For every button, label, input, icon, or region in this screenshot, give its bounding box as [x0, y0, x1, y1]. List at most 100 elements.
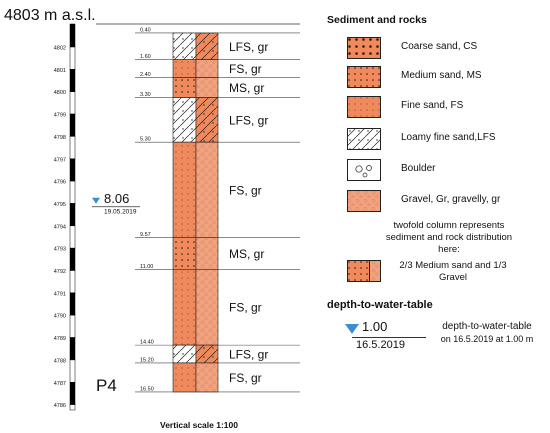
depth-label: 9.57 [140, 232, 151, 238]
elevation-tick-label: 4790 [54, 314, 66, 320]
elevation-tick-label: 4791 [54, 291, 66, 297]
layer-block-main [172, 59, 197, 78]
layer-block-main [172, 77, 197, 98]
sediment-column [135, 32, 300, 393]
scale-segment [69, 113, 76, 137]
scale-segment [69, 292, 76, 316]
boulder-swatch [347, 159, 381, 181]
elevation-tick-label: 4794 [54, 224, 66, 230]
water-table-triangle-icon [345, 324, 359, 334]
layer-block-main [172, 141, 197, 238]
scale-segment [69, 270, 76, 294]
layer-labels: LFS, gr FS, gr MS, gr LFS, gr FS, gr MS, gr FS… [229, 40, 268, 385]
depth-label: 15.20 [140, 357, 154, 363]
layer-label: FS, gr [229, 371, 262, 385]
elevation-scale-bar [69, 23, 76, 411]
elevation-tick-label: 4789 [54, 336, 66, 342]
elevation-tick-labels: 4802 4801 4800 4799 4798 4797 4796 4795 4794 4793… [54, 46, 66, 410]
elevation-tick-label: 4795 [54, 202, 66, 208]
loamy-fine-sand-swatch [347, 128, 381, 150]
layer-block-secondary [195, 59, 219, 78]
layer-label: LFS, gr [229, 348, 268, 362]
legend-label: Medium sand, MS [401, 70, 482, 81]
water-legend-sample: 1.00 16.5.2019 [344, 319, 434, 359]
depth-label: 3.30 [140, 92, 151, 98]
legend-label: Boulder [401, 163, 436, 174]
elevation-tick-label: 4793 [54, 247, 66, 253]
layer-label: MS, gr [229, 81, 264, 95]
scale-segment [69, 46, 76, 70]
water-legend-title: depth-to-water-table [327, 299, 433, 311]
elevation-tick-label: 4787 [54, 381, 66, 387]
scale-segment [69, 382, 76, 405]
layer-label: LFS, gr [229, 40, 268, 54]
water-table-date: 19.05.2019 [104, 209, 137, 216]
layer-block-secondary [195, 97, 219, 143]
fine-sand-swatch [347, 96, 381, 118]
depth-label: 16.50 [140, 386, 154, 392]
legend-note-example: 2/3 Medium sand and 1/3 Gravel [399, 260, 507, 283]
scale-segment [69, 136, 76, 159]
water-table-depth: 8.06 [104, 191, 129, 206]
gravel-swatch [347, 190, 381, 212]
depth-labels: 0.40 1.60 2.40 3.30 5.30 9.57 11.00 14.40 15.20 1… [140, 27, 154, 392]
depth-label: 2.40 [140, 72, 151, 78]
legend-panel: Sediment and rocks Coarse sand, CS Mediu… [322, 8, 548, 428]
legend-label: Fine sand, FS [401, 100, 464, 111]
water-legend-description: depth-to-water-table on 16.5.2019 at 1.0… [427, 320, 547, 346]
elevation-label: 4803 m a.s.l. [4, 7, 96, 24]
medium-sand-swatch [347, 66, 381, 88]
water-legend-desc-line2: on 16.5.2019 at 1.00 m [440, 334, 534, 344]
layer-label: FS, gr [229, 301, 262, 315]
scale-segment [69, 91, 76, 115]
elevation-tick-label: 4800 [54, 90, 66, 96]
water-legend-date: 16.5.2019 [356, 339, 405, 351]
scale-segment [69, 225, 76, 249]
elevation-tick-label: 4788 [54, 358, 66, 364]
depth-label: 0.40 [140, 27, 151, 33]
scale-segment [69, 69, 76, 92]
scale-segment [69, 247, 76, 271]
layer-block-main [172, 97, 197, 143]
layer-block-main [172, 268, 197, 346]
elevation-tick-label: 4797 [54, 157, 66, 163]
depth-label: 14.40 [140, 340, 154, 346]
scale-label: Vertical scale 1:100 [160, 420, 238, 430]
legend-note: twofold column represents sediment and r… [385, 220, 513, 255]
layer-block-main [172, 32, 197, 60]
water-legend-value: 1.00 [362, 319, 388, 334]
layer-block-secondary [195, 77, 219, 98]
layer-block-secondary [195, 32, 219, 60]
layer-block-secondary [195, 237, 219, 270]
layer-label: FS, gr [229, 183, 262, 197]
layer-block-secondary [195, 344, 219, 364]
depth-label: 5.30 [140, 137, 151, 143]
layer-block-main [172, 237, 197, 270]
elevation-tick-label: 4799 [54, 113, 66, 119]
elevation-tick-label: 4802 [54, 46, 66, 52]
elevation-tick-label: 4786 [54, 403, 66, 409]
depth-label: 11.00 [140, 264, 153, 270]
layer-label: MS, gr [229, 247, 264, 261]
layer-label: FS, gr [229, 62, 262, 76]
scale-segment [69, 337, 76, 361]
elevation-tick-label: 4796 [54, 180, 66, 186]
coarse-sand-swatch [347, 37, 381, 59]
legend-label: Loamy fine sand,LFS [401, 132, 496, 143]
layer-block-secondary [195, 141, 219, 238]
twofold-swatch [347, 260, 381, 282]
scale-segment [69, 314, 76, 338]
layer-label: LFS, gr [229, 113, 268, 127]
layer-block-secondary [195, 268, 219, 346]
elevation-tick-label: 4792 [54, 269, 66, 275]
profile-id: P4 [96, 376, 117, 395]
scale-segment [69, 23, 76, 48]
water-table-triangle [92, 197, 100, 204]
scale-segment [69, 180, 76, 204]
scale-segment [69, 203, 76, 227]
scale-segment [69, 359, 76, 383]
layer-block-main [172, 344, 197, 364]
water-legend-line [352, 337, 426, 338]
legend-title: Sediment and rocks [327, 14, 427, 26]
